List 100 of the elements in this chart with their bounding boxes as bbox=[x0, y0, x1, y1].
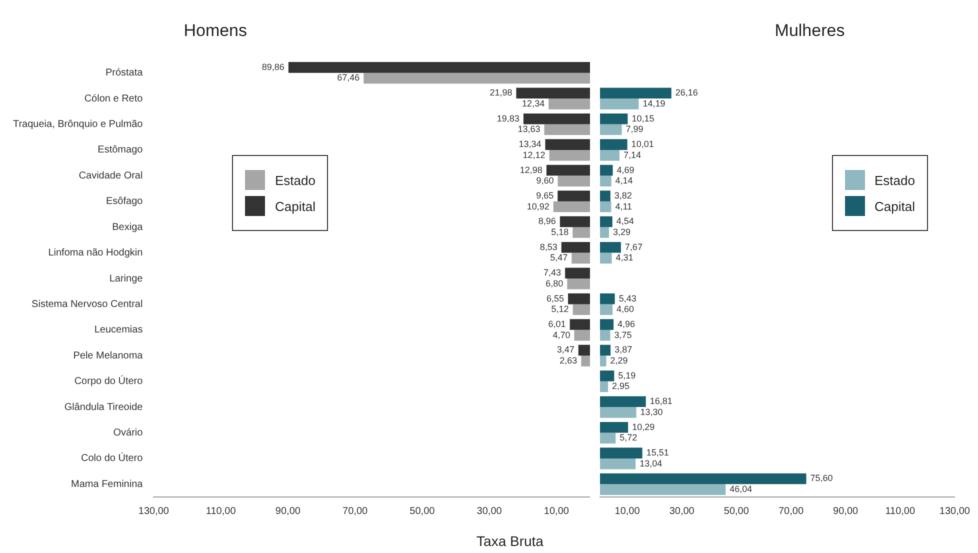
y-tick-label: Glândula Tireoide bbox=[64, 402, 144, 413]
x-tick-label: 90,00 bbox=[275, 506, 301, 517]
data-label: 10,92 bbox=[526, 201, 550, 212]
bar bbox=[548, 98, 590, 110]
bar bbox=[600, 319, 614, 330]
bar bbox=[567, 278, 590, 290]
bar bbox=[546, 164, 590, 176]
x-axis-title: Taxa Bruta bbox=[476, 532, 544, 549]
bar bbox=[600, 113, 628, 124]
x-tick-label: 70,00 bbox=[342, 506, 368, 517]
x-tick-label: 90,00 bbox=[833, 506, 859, 517]
data-label: 2,95 bbox=[612, 381, 630, 392]
bar bbox=[560, 216, 590, 228]
bar bbox=[600, 227, 609, 238]
legend-label: Estado bbox=[874, 172, 915, 188]
bar bbox=[600, 356, 606, 366]
bar bbox=[516, 88, 590, 99]
data-label: 5,43 bbox=[618, 293, 636, 304]
data-label: 4,54 bbox=[616, 216, 634, 226]
bar bbox=[600, 124, 622, 136]
data-label: 5,19 bbox=[618, 370, 636, 380]
data-label: 3,82 bbox=[614, 190, 632, 200]
y-tick-label: Bexiga bbox=[112, 222, 144, 233]
bar bbox=[600, 370, 614, 382]
x-tick-label: 110,00 bbox=[885, 506, 916, 517]
bar bbox=[553, 201, 590, 212]
data-label: 9,65 bbox=[536, 190, 554, 200]
bar bbox=[600, 150, 620, 161]
data-label: 6,01 bbox=[548, 319, 566, 329]
y-tick-label: Leucemias bbox=[94, 324, 143, 336]
data-label: 3,47 bbox=[556, 344, 574, 355]
data-label: 4,70 bbox=[552, 330, 570, 340]
legend-label: Capital bbox=[874, 198, 915, 214]
data-label: 4,31 bbox=[616, 252, 634, 263]
data-label: 5,12 bbox=[551, 304, 569, 314]
bar bbox=[288, 62, 590, 73]
data-label: 2,63 bbox=[560, 356, 578, 366]
bar bbox=[581, 356, 590, 366]
data-label: 75,60 bbox=[810, 473, 833, 484]
bar bbox=[600, 293, 615, 304]
data-label: 26,16 bbox=[675, 88, 698, 98]
bar bbox=[568, 293, 590, 304]
y-tick-label: Estômago bbox=[98, 144, 144, 156]
data-label: 13,63 bbox=[518, 124, 540, 134]
data-label: 9,60 bbox=[536, 176, 554, 186]
data-label: 67,46 bbox=[337, 72, 360, 83]
data-label: 3,29 bbox=[612, 226, 631, 237]
x-tick-label: 10,00 bbox=[544, 506, 570, 517]
bar bbox=[600, 458, 636, 470]
bar bbox=[600, 190, 610, 202]
y-tick-label: Esôfago bbox=[106, 196, 144, 208]
data-label: 7,67 bbox=[624, 242, 642, 252]
bar bbox=[600, 422, 628, 433]
y-tick-label: Linfoma não Hodgkin bbox=[48, 248, 143, 259]
data-label: 4,96 bbox=[618, 319, 636, 329]
y-tick-label: Laringe bbox=[109, 273, 144, 284]
x-tick-label: 50,00 bbox=[724, 506, 750, 517]
data-label: 14,19 bbox=[642, 98, 666, 108]
data-label: 5,18 bbox=[551, 226, 569, 237]
bar bbox=[600, 88, 672, 99]
y-tick-label: Próstata bbox=[105, 68, 144, 79]
bar bbox=[600, 381, 608, 392]
data-label: 16,81 bbox=[650, 396, 672, 406]
bar bbox=[364, 72, 590, 84]
bar bbox=[572, 304, 590, 316]
y-tick-label: Traqueia, Brônquio e Pulmão bbox=[12, 119, 144, 130]
bar bbox=[544, 124, 590, 136]
bar bbox=[600, 304, 613, 316]
data-label: 7,14 bbox=[623, 150, 642, 160]
data-label: 19,83 bbox=[496, 113, 520, 124]
bar bbox=[600, 396, 646, 408]
bar bbox=[570, 319, 590, 330]
bar bbox=[572, 227, 590, 238]
bar bbox=[561, 242, 590, 253]
legend-label: Capital bbox=[275, 198, 316, 214]
bar bbox=[600, 432, 616, 444]
data-label: 4,60 bbox=[616, 304, 634, 314]
data-label: 3,75 bbox=[614, 330, 632, 340]
data-label: 21,98 bbox=[490, 88, 512, 98]
data-label: 6,55 bbox=[546, 293, 564, 304]
bar bbox=[600, 216, 612, 228]
x-tick-label: 50,00 bbox=[410, 506, 436, 517]
x-tick-label: 130,00 bbox=[138, 506, 170, 517]
data-label: 10,01 bbox=[631, 139, 654, 150]
x-tick-label: 70,00 bbox=[778, 506, 804, 517]
y-tick-label: Corpo do Útero bbox=[74, 375, 144, 388]
data-label: 6,80 bbox=[546, 278, 564, 288]
data-label: 8,96 bbox=[538, 216, 556, 226]
bar bbox=[600, 98, 639, 110]
x-tick-label: 110,00 bbox=[206, 506, 236, 517]
data-label: 4,11 bbox=[615, 201, 632, 212]
x-tick-label: 10,00 bbox=[614, 506, 640, 517]
x-tick-label: 30,00 bbox=[669, 506, 695, 517]
data-label: 12,34 bbox=[522, 98, 545, 108]
bar bbox=[600, 484, 726, 495]
bar bbox=[565, 268, 590, 278]
y-tick-label: Cólon e Reto bbox=[84, 93, 144, 104]
chart-title: Mulheres bbox=[774, 21, 845, 40]
data-label: 10,15 bbox=[632, 113, 654, 124]
bar bbox=[600, 201, 612, 212]
